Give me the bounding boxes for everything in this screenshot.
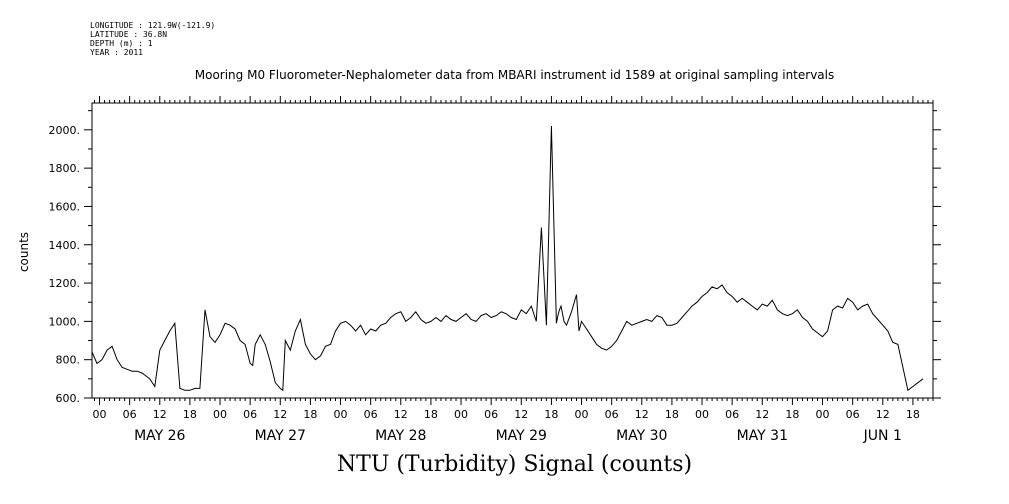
x-day-label: MAY 27: [255, 428, 306, 444]
x-axis-label: NTU (Turbidity) Signal (counts): [336, 452, 693, 477]
year-text: YEAR : 2011: [90, 48, 143, 57]
x-tick-label: 06: [123, 408, 137, 421]
series-line-ntu: [91, 125, 924, 392]
x-tick-label: 18: [424, 408, 438, 421]
y-tick-label: 800.: [56, 354, 81, 367]
y-tick-label: 1000.: [49, 315, 81, 328]
x-tick-label: 06: [364, 408, 378, 421]
x-tick-label: 06: [725, 408, 739, 421]
y-tick-label: 1600.: [49, 200, 81, 213]
x-tick-label: 12: [876, 408, 890, 421]
x-tick-label: 12: [394, 408, 408, 421]
x-day-label: MAY 26: [134, 428, 185, 444]
y-tick-label: 2000.: [49, 124, 81, 137]
x-tick-label: 12: [153, 408, 167, 421]
x-tick-label: 00: [454, 408, 468, 421]
x-tick-label: 12: [635, 408, 649, 421]
x-tick-label: 06: [846, 408, 860, 421]
x-day-label: MAY 31: [737, 428, 788, 444]
y-tick-label: 600.: [56, 392, 81, 405]
depth-text: DEPTH (m) : 1: [90, 39, 153, 48]
x-day-label: MAY 30: [616, 428, 667, 444]
x-tick-label: 18: [544, 408, 558, 421]
y-tick-label: 1800.: [49, 162, 81, 175]
x-tick-label: 18: [785, 408, 799, 421]
x-tick-label: 18: [303, 408, 317, 421]
x-tick-label: 18: [183, 408, 197, 421]
x-tick-label: 06: [605, 408, 619, 421]
y-tick-label: 1200.: [49, 277, 81, 290]
x-day-label: MAY 29: [496, 428, 547, 444]
x-tick-label: 00: [213, 408, 227, 421]
x-tick-label: 12: [514, 408, 528, 421]
metadata-block: LONGITUDE : 121.9W(-121.9) LATITUDE : 36…: [90, 21, 215, 57]
x-tick-label: 00: [695, 408, 709, 421]
latitude-text: LATITUDE : 36.8N: [90, 30, 168, 39]
plot-frame: [91, 102, 934, 399]
x-tick-label: 00: [816, 408, 830, 421]
y-axis-label: counts: [17, 231, 31, 273]
x-tick-label: 18: [906, 408, 920, 421]
x-tick-label: 00: [575, 408, 589, 421]
x-tick-label: 06: [243, 408, 257, 421]
x-tick-label: 12: [755, 408, 769, 421]
x-tick-label: 12: [273, 408, 287, 421]
y-tick-label: 1400.: [49, 239, 81, 252]
x-tick-label: 18: [665, 408, 679, 421]
x-tick-label: 00: [334, 408, 348, 421]
chart-title: Mooring M0 Fluorometer-Nephalometer data…: [194, 68, 835, 82]
x-day-label: JUN 1: [863, 428, 902, 444]
x-tick-label: 00: [93, 408, 107, 421]
x-day-label: MAY 28: [375, 428, 426, 444]
longitude-text: LONGITUDE : 121.9W(-121.9): [90, 21, 216, 30]
x-tick-label: 06: [484, 408, 498, 421]
